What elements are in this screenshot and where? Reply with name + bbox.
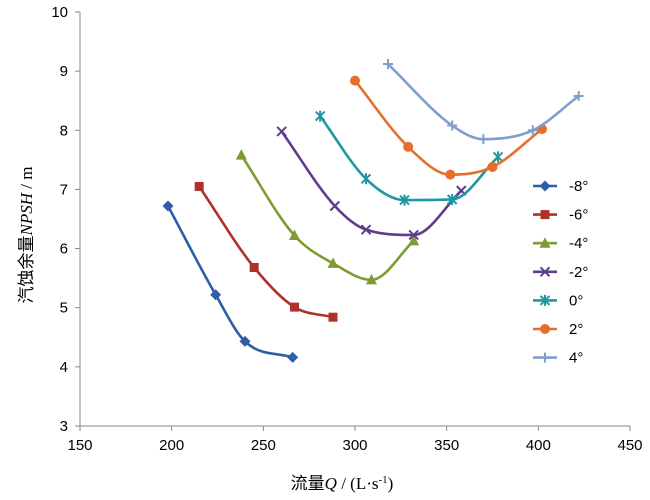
data-point [383,59,393,70]
series-line [198,185,334,319]
data-point [492,151,504,163]
data-point [314,110,326,122]
y-axis-ticks: 3 4 5 6 7 8 9 10 [51,4,80,435]
x-tick-label: 150 [67,437,92,454]
data-point [447,120,458,131]
data-point [276,126,287,137]
series-4 [276,126,467,241]
data-point [445,169,456,180]
legend-label: 0° [569,292,583,309]
y-tick-label: 6 [60,241,68,258]
x-axis-label-exponent: -1 [378,474,387,486]
data-point [289,229,300,241]
data-point [360,224,372,235]
data-point [287,351,299,363]
y-tick-label: 9 [60,63,68,80]
legend-label: 4° [569,350,583,367]
legend-item: 2° [533,321,583,338]
y-tick-label: 5 [60,300,68,317]
series-3 [235,149,420,285]
x-tick-label: 400 [526,437,551,454]
y-tick-label: 7 [60,181,68,198]
legend-item: -6° [533,207,588,224]
x-tick-label: 300 [342,437,367,454]
data-point [194,181,204,191]
y-tick-label: 3 [60,418,68,435]
legend-label: -2° [569,264,588,281]
legend-marker [539,294,551,306]
legend-item: -4° [533,235,588,252]
data-point [478,134,489,145]
data-point [210,289,222,301]
series-line [387,63,580,141]
y-tick-label: 8 [60,122,68,139]
data-point [327,257,339,268]
y-axis-label-symbol: NPSH [17,191,36,236]
series-7 [383,59,584,145]
data-point [329,200,341,212]
data-point [399,194,410,206]
legend-label: -8° [569,178,588,195]
series-6 [350,75,547,180]
x-tick-label: 250 [251,437,276,454]
x-tick-label: 450 [617,437,642,454]
data-point [573,90,584,101]
series-layer [162,59,584,363]
series-line [240,154,415,282]
series-line [319,115,499,202]
data-point [235,149,247,160]
x-tick-label: 350 [434,437,459,454]
legend-marker [539,237,551,248]
data-point [360,173,372,185]
series-1 [162,200,299,363]
data-point [403,141,414,152]
legend: -8° -6° -4° -2° 0° 2° 4° [533,178,588,367]
legend-marker [539,180,551,192]
x-axis-label: 流量Q / (L·s-1) [291,474,394,493]
series-line [353,79,543,176]
data-point [527,125,538,136]
data-point [290,302,299,312]
legend-label: 2° [569,321,583,338]
legend-label: -6° [569,207,588,224]
data-point [249,262,259,272]
series-2 [194,181,338,322]
legend-label: -4° [569,235,588,252]
legend-item: 0° [533,292,583,309]
data-point [328,312,338,322]
data-point [487,161,498,172]
data-point [408,229,419,241]
y-tick-label: 10 [51,4,68,21]
legend-item: -2° [533,264,588,281]
legend-item: 4° [533,350,583,367]
legend-marker [539,266,551,278]
legend-item: -8° [533,178,588,195]
x-axis-ticks: 150 200 250 300 350 400 450 [67,426,643,454]
legend-marker [540,324,550,334]
data-point [366,273,377,285]
data-point [239,335,251,347]
data-point [408,234,420,246]
y-axis-label: 汽蚀余量NPSH / m [17,167,36,304]
data-point [350,75,360,86]
y-tick-label: 4 [60,359,68,376]
series-5 [314,110,504,206]
x-tick-label: 200 [159,437,184,454]
data-point [162,200,174,212]
data-point [446,193,458,205]
x-axis-label-symbol: Q [325,474,337,493]
legend-marker [540,210,550,220]
series-line [166,205,294,359]
legend-marker [540,352,550,363]
